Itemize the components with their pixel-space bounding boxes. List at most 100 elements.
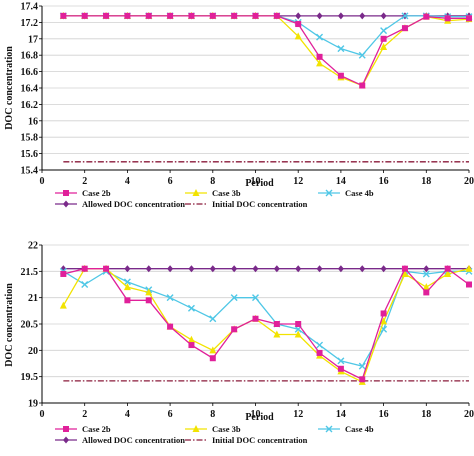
x-tick-label: 12: [293, 409, 303, 420]
data-point: [359, 376, 366, 383]
data-point: [380, 265, 387, 273]
data-point: [252, 265, 259, 273]
x-tick-label: 0: [40, 176, 45, 187]
legend-marker: [325, 425, 333, 433]
data-point: [380, 43, 388, 50]
series-line-case-2b: [63, 267, 470, 381]
y-tick-label: 17.4: [21, 2, 39, 13]
chart-panel-2: 19 19.5 20 20.5 21 21.5 22 0 2 4 6 8 10 12 14 16 18 20 Per…: [4, 241, 474, 446]
data-point: [145, 12, 152, 19]
data-point: [337, 265, 344, 273]
data-point: [295, 265, 302, 273]
y-tick-label: 16.4: [21, 84, 39, 95]
data-point: [316, 349, 323, 356]
x-tick-label: 18: [421, 409, 431, 420]
data-point: [60, 12, 67, 19]
data-point: [401, 269, 409, 277]
data-point: [145, 265, 152, 273]
data-point: [337, 357, 345, 365]
y-tick-label: 22: [28, 241, 38, 252]
data-point: [209, 346, 217, 354]
x-tick-label: 12: [293, 176, 303, 187]
data-point: [103, 12, 110, 19]
data-point: [423, 289, 430, 296]
data-point: [167, 12, 174, 19]
x-tick-label: 6: [168, 409, 173, 420]
data-point: [444, 269, 452, 277]
legend-marker: [63, 190, 69, 196]
y-tick-label: 15.6: [21, 149, 39, 160]
data-point: [423, 265, 430, 273]
data-point: [188, 12, 195, 19]
x-tick-label: 2: [82, 409, 87, 420]
data-point: [188, 265, 195, 273]
x-tick-label: 16: [379, 409, 389, 420]
y-tick-label: 20.5: [21, 320, 39, 331]
data-point: [124, 12, 131, 19]
data-point: [466, 281, 472, 288]
legend-label: Case 4b: [345, 424, 374, 434]
data-point: [466, 15, 472, 22]
data-point: [380, 310, 387, 317]
data-point: [209, 265, 216, 273]
x-tick-label: 6: [168, 176, 173, 187]
data-point: [103, 265, 110, 272]
data-point: [465, 264, 473, 272]
legend-label: Allowed DOC concentration: [82, 435, 185, 445]
x-tick-label: 8: [210, 176, 215, 187]
data-point: [294, 330, 302, 338]
y-tick-label: 16: [28, 116, 38, 127]
data-point: [81, 281, 89, 288]
data-point: [167, 265, 174, 273]
series-line-case-3b: [62, 268, 470, 383]
x-tick-label: 20: [464, 176, 474, 187]
chart-panel-1: 15.4 15.6 15.8 16 16.2 16.4 16.6 16.8 17 17.2 17.4…: [4, 2, 474, 210]
data-point: [145, 297, 152, 304]
data-point: [273, 12, 280, 19]
data-point: [401, 12, 409, 20]
data-point: [145, 288, 153, 296]
y-tick-label: 17.2: [21, 18, 39, 29]
data-point: [209, 315, 217, 323]
data-point: [124, 297, 131, 304]
data-point: [166, 294, 174, 302]
data-point: [359, 82, 366, 89]
legend-marker: [63, 436, 69, 444]
data-point: [252, 12, 259, 19]
data-point: [337, 365, 344, 372]
data-point: [167, 323, 174, 330]
legend-label: Case 3b: [212, 424, 241, 434]
x-tick-label: 4: [125, 409, 130, 420]
data-point: [422, 283, 430, 291]
data-point: [273, 321, 280, 327]
data-point: [124, 265, 131, 273]
y-axis-title: DOC concentration: [4, 283, 15, 367]
legend: Case 2b Case 3b Case 4b Allowed DOC concent…: [55, 424, 374, 445]
data-point: [231, 265, 238, 273]
legend-label: Initial DOC concentration: [212, 199, 308, 209]
data-point: [81, 265, 88, 272]
data-point: [358, 362, 366, 370]
data-point: [209, 355, 216, 362]
y-tick-label: 15.8: [21, 133, 39, 144]
x-tick-label: 4: [125, 176, 130, 187]
data-point: [273, 265, 280, 273]
data-point: [60, 270, 67, 277]
legend-marker: [63, 426, 69, 432]
data-point: [316, 265, 323, 273]
data-point: [316, 53, 323, 60]
y-tick-label: 16.6: [21, 67, 39, 78]
legend-label: Initial DOC concentration: [212, 435, 308, 445]
x-tick-label: 16: [379, 176, 389, 187]
data-point: [380, 27, 388, 35]
y-tick-label: 19: [28, 399, 38, 410]
series-line-case-2b: [63, 15, 469, 87]
x-tick-label: 2: [82, 176, 87, 187]
legend-marker: [192, 189, 200, 196]
data-point: [81, 12, 88, 19]
data-point: [294, 32, 302, 40]
data-point: [337, 45, 345, 53]
data-point: [359, 265, 366, 273]
y-tick-label: 16.2: [21, 100, 39, 111]
